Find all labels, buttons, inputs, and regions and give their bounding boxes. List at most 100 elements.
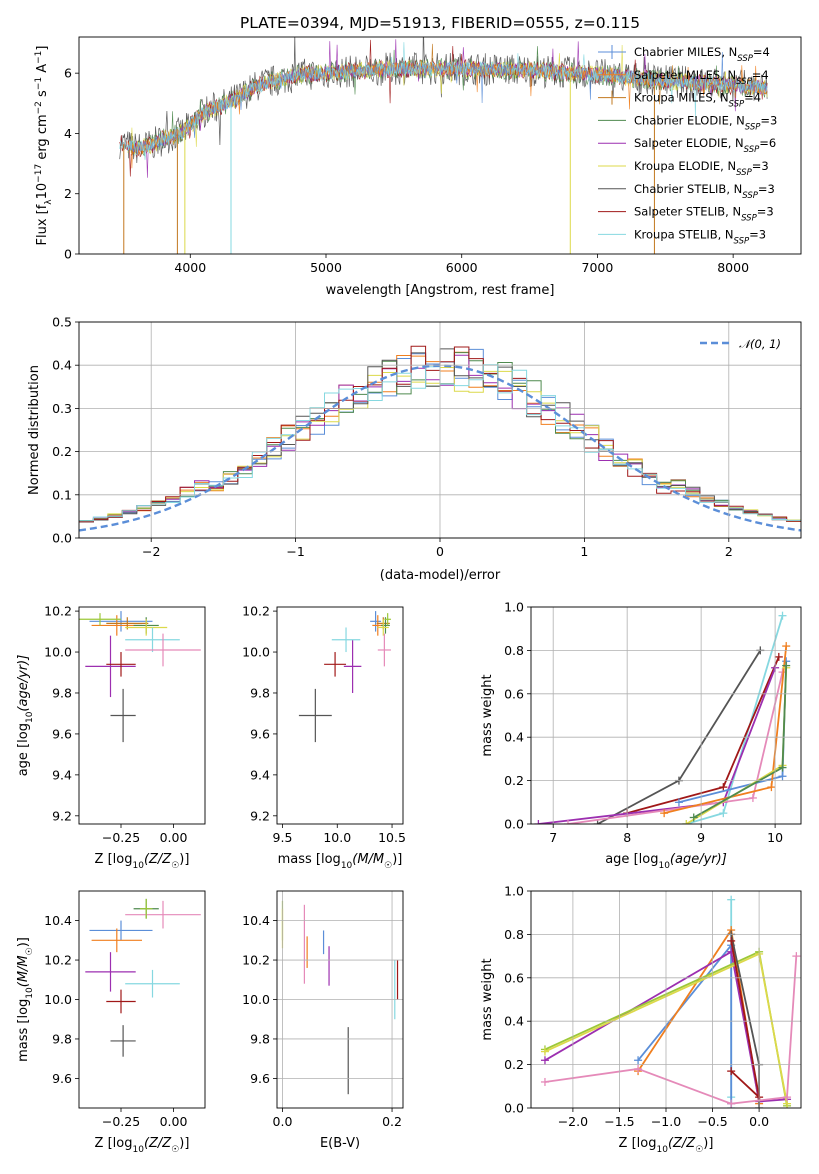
age_vs_mass-plot-area [298,611,391,743]
spectrum-ylabel-part: −17 [34,164,44,183]
age_vs_Z-ytick-label: 9.6 [52,726,72,741]
age_vs_Z-xtick-label: 0.00 [160,830,188,845]
weight_vs_age-xtick-label: 10 [767,830,783,845]
legend-main: Salpeter ELODIE, N [634,136,744,150]
age_vs_mass-ytick-label: 9.6 [250,726,270,741]
residuals-frame [78,321,802,539]
residuals-xtick-label: 2 [725,544,733,559]
age_vs_Z-ytick-label: 9.8 [52,685,72,700]
mass_vs_Z-xtick-label: 0.00 [160,1114,188,1129]
spectrum-ylabel-part: s [35,90,50,101]
weight_vs_Z-xtick-label: 0.0 [749,1114,769,1129]
mass_vs_ebv-plot-area [281,900,399,1095]
legend-suffix: =4 [744,91,761,105]
mass_vs_Z-ylabel-part: )] [16,937,31,947]
legend-suffix: =6 [759,136,776,150]
weight_vs_age-xlabel-text: age [log10(age/yr)] [605,852,727,871]
weight_vs_age-plot-area [534,611,791,824]
spectrum-legend-label: Chabrier STELIB, NSSP=3 [634,182,775,201]
spectrum-xtick-label: 8000 [717,260,749,275]
spectrum-legend-label: Chabrier MILES, NSSP=4 [634,45,770,64]
residuals-xlabel: (data-model)/error [380,568,501,583]
age_vs_mass-ytick-label: 10.0 [242,645,270,660]
mass_vs_ebv-xlabel: E(B-V) [320,1136,360,1151]
legend-sub: SSP [734,236,750,246]
age_vs_mass-ytick-label: 9.8 [250,685,270,700]
spectrum-legend-label: Chabrier ELODIE, NSSP=3 [634,113,777,132]
age_vs_Z-ytick-label: 9.4 [52,767,72,782]
weight_vs_Z-xlabel-part: (Z/Z [668,1136,696,1151]
spectrum-ylabel-text: Flux [fλ10−17 erg cm−2 s−1 A−1] [34,46,54,246]
mass_vs_ebv-ytick-label: 9.6 [250,1071,270,1086]
spectrum-legend-label: Salpeter STELIB, NSSP=3 [634,205,774,224]
residuals-legend-label: 𝒩(0, 1) [739,337,781,351]
age_vs_mass-xlabel-text: mass [log10(M/M☉)] [278,852,403,871]
weight_vs_age-xtick-label: 9 [697,830,705,845]
residuals-xtick-label: −2 [142,544,160,559]
spectrum-xtick-label: 7000 [582,260,614,275]
age_vs_mass-ytick-label: 10.2 [242,604,270,619]
spectrum-xtick-label: 4000 [174,260,206,275]
legend-suffix: =3 [758,182,775,196]
weight_vs_Z-xlabel-part: 10 [656,1145,668,1155]
mass_vs_Z-plot-area [85,898,201,1057]
weight_vs_age-xlabel-part: age [log [605,852,658,867]
legend-sub: SSP [736,77,752,87]
legend-sub: SSP [742,191,758,201]
mass_vs_Z-ylabel-part: ☉ [25,947,35,955]
weight_vs_age-xlabel-part: 10 [658,861,670,871]
spectrum-legend-label: Kroupa STELIB, NSSP=3 [634,227,766,246]
weight_vs_Z-ytick-label: 0.2 [504,1057,524,1072]
residuals-ytick-label: 0.5 [52,315,72,330]
spectrum-ylabel-part: −2 [34,101,44,114]
residuals-ytick-label: 0.3 [52,401,72,416]
weight_vs_Z-series-salpeter_stelib [730,940,761,1100]
legend-suffix: =4 [752,68,769,82]
age_vs_Z-ytick-label: 9.2 [52,808,72,823]
weight_vs_Z-xlabel-part: ☉ [695,1145,703,1155]
mass_vs_Z-xlabel-text: Z [log10(Z/Z☉)] [95,1136,190,1155]
spectrum-ylabel-part: ] [35,46,50,51]
weight_vs_Z-ytick-label: 0.6 [504,970,524,985]
weight_vs_Z-frame [530,890,802,1109]
legend-suffix: =3 [760,113,777,127]
spectrum-ytick-label: 4 [64,126,72,141]
age_vs_Z-ylabel-text: age [log10(age/yr)] [16,655,35,777]
spectrum-ylabel-part: −1 [34,77,44,90]
mass_vs_Z-xtick-label: −0.25 [102,1114,140,1129]
legend-main: Salpeter MILES, N [634,68,736,82]
spectrum-legend-label: Kroupa ELODIE, NSSP=3 [634,159,769,178]
spectrum-legend-label: Kroupa MILES, NSSP=4 [634,91,761,110]
mass_vs_Z-ylabel-part: mass [log [16,999,31,1062]
figure-title: PLATE=0394, MJD=51913, FIBERID=0555, z=0… [240,14,640,32]
age_vs_Z-xlabel-part: ☉ [171,861,179,871]
weight_vs_Z-ylabel: mass weight [480,958,495,1040]
weight_vs_age-ylabel: mass weight [480,674,495,756]
spectrum-ylabel-part: λ [44,199,54,205]
age_vs_Z-xlabel-part: (Z/Z [144,852,172,867]
weight_vs_Z-ylabel-wrap: mass weight [480,958,495,1040]
mass_vs_Z-ytick-label: 10.4 [44,913,72,928]
weight_vs_age-frame [530,606,802,825]
weight_vs_Z-ytick-label: 0.0 [504,1101,524,1116]
weight_vs_age-xtick-label: 8 [623,830,631,845]
age_vs_Z-ylabel-part: 10 [25,711,35,723]
weight_vs_Z-series-chabrier_miles [637,942,733,1104]
residuals-xtick-label: 1 [580,544,588,559]
mass_vs_Z-ylabel: mass [log10(M/M☉)] [16,937,35,1062]
mass_vs_Z-xlabel: Z [log10(Z/Z☉)] [95,1136,190,1155]
weight_vs_age-ytick-label: 0.0 [504,817,524,832]
spectrum-xlabel: wavelength [Angstrom, rest frame] [326,283,555,298]
spectrum-ylabel-part: erg cm [35,114,50,163]
legend-sub: SSP [741,214,757,224]
mass_vs_Z-ylabel-part: (M/M [16,955,31,987]
legend-sub: SSP [737,54,753,64]
spectrum-line-kroupa_stelib [119,42,768,160]
weight_vs_age-xlabel-part: (age/yr)] [670,852,727,867]
weight_vs_Z-xtick-label: −1.5 [604,1114,634,1129]
spectrum-ylabel-part: A [35,64,50,77]
mass_vs_Z-xlabel-part: )] [179,1136,189,1151]
age_vs_mass-xtick-label: 9.5 [273,830,293,845]
age_vs_mass-xlabel-part: 10 [341,861,353,871]
